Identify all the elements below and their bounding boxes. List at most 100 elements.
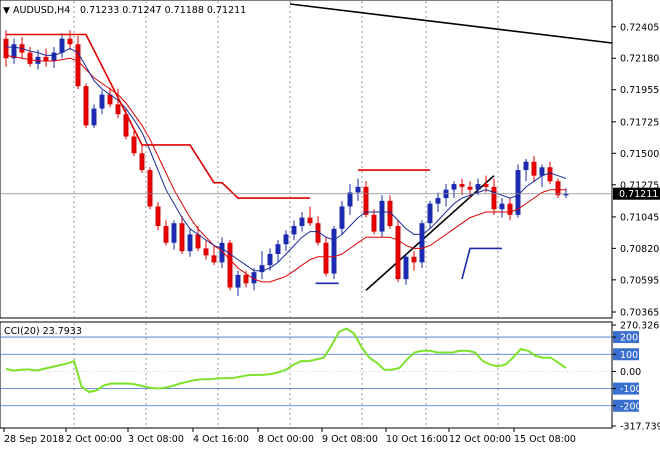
time-tick-label: 4 Oct 16:00 (193, 434, 249, 445)
candle-body (347, 192, 353, 207)
cci-tick-label: -317.7397 (620, 422, 660, 433)
candle-body (3, 38, 9, 59)
candle-body (99, 94, 105, 109)
candle-body (243, 274, 249, 284)
candle-body (179, 223, 185, 252)
cci-axis: 270.3262200 100 0.00 -100 -200 -317.7397 (612, 321, 660, 433)
moving-averages (5, 46, 567, 283)
candle-body (75, 44, 81, 87)
fast-ma-line (6, 46, 567, 272)
current-price-tag (613, 187, 660, 200)
candle-body (435, 198, 441, 204)
candle-body (427, 203, 433, 224)
candle-body (411, 256, 417, 263)
time-tick-label: 9 Oct 08:00 (322, 434, 378, 445)
candle-body (227, 242, 233, 288)
time-tick-label: 28 Sep 2018 (4, 434, 64, 445)
price-tick-label: 0.71725 (620, 117, 659, 128)
candle-body (283, 234, 289, 245)
candle-body (355, 186, 361, 193)
time-tick-label: 8 Oct 00:00 (258, 434, 314, 445)
candle-body (219, 242, 225, 263)
time-axis: 28 Sep 2018 2 Oct 00:00 3 Oct 08:00 4 Oct 1… (3, 428, 576, 445)
candle-body (563, 193, 569, 196)
candle-body (451, 184, 457, 190)
trend-line (289, 3, 613, 44)
ohlc-label: 0.71233 0.71247 0.71188 0.71211 (80, 5, 246, 16)
candle-body (203, 248, 209, 256)
candle-body (395, 226, 401, 280)
candle-body (299, 217, 305, 227)
price-tick-label: 0.70595 (620, 275, 659, 286)
candle-body (139, 153, 145, 171)
candle-body (51, 52, 57, 62)
candle-body (91, 108, 97, 126)
trailing-stop (6, 33, 502, 285)
candle-body (235, 274, 241, 288)
price-tick-label: 0.72180 (620, 54, 659, 65)
candle-body (379, 200, 385, 232)
cci-tick-label: 0.00 (620, 367, 641, 378)
time-tick-label: 12 Oct 00:00 (449, 434, 511, 445)
candle-body (387, 200, 393, 227)
cci-level-tag (613, 399, 639, 412)
support-line (461, 247, 502, 280)
time-tick-label: 3 Oct 08:00 (128, 434, 184, 445)
time-tick-label: 2 Oct 00:00 (66, 434, 122, 445)
candle-body (275, 244, 281, 254)
cci-title: CCI(20) 23.7933 (4, 326, 82, 337)
price-axis: 0.72405 0.72180 0.71955 0.71725 0.71500 0.712… (612, 22, 659, 319)
candle-body (555, 181, 561, 196)
candle-body (539, 167, 545, 176)
current-price-label: 0.71211 (619, 189, 658, 200)
candle-body (147, 170, 153, 207)
time-tick-label: 10 Oct 16:00 (386, 434, 448, 445)
candle-body (403, 256, 409, 280)
cci-tick-label: -200 (620, 401, 642, 412)
cci-tick-label: -100 (620, 384, 642, 395)
trailing-stop-line (6, 33, 310, 199)
price-tick-label: 0.70365 (620, 308, 659, 319)
cci-level-lines (0, 336, 612, 407)
candle-body (531, 161, 537, 176)
candle-body (515, 170, 521, 215)
candle-body (211, 255, 217, 263)
candle-body (195, 234, 201, 249)
candle-body (155, 206, 161, 227)
candle-body (163, 226, 169, 243)
candle-body (499, 203, 505, 210)
cci-tick-label: 200 (620, 333, 638, 344)
candle-body (107, 94, 113, 105)
candle-body (171, 223, 177, 243)
candle-body (339, 206, 345, 229)
candle-body (523, 161, 529, 171)
candle-body (419, 223, 425, 263)
candle-body (43, 56, 49, 62)
candle-body (331, 228, 337, 274)
cci-level-tag (613, 331, 639, 344)
cci-line (5, 327, 567, 394)
price-tick-label: 0.71275 (620, 180, 659, 191)
candles (3, 30, 569, 296)
cci-panel (0, 321, 613, 429)
candle-body (83, 86, 89, 126)
candle-body (59, 38, 65, 53)
candle-body (11, 44, 17, 59)
cci-level-tag (613, 382, 639, 395)
candle-body (315, 223, 321, 243)
price-tick-label: 0.72405 (620, 22, 659, 33)
candle-body (483, 184, 489, 187)
candle-body (67, 38, 73, 45)
price-tick-label: 0.71500 (620, 149, 659, 160)
candle-body (267, 253, 273, 266)
symbol-icon: ▼ (3, 6, 10, 16)
candle-body (123, 114, 129, 137)
vertical-gridlines (73, 1, 499, 427)
candle-body (547, 167, 553, 182)
symbol-label: AUDUSD,H4 (13, 5, 70, 16)
candle-body (251, 272, 257, 284)
candle-body (363, 186, 369, 215)
candle-body (307, 217, 313, 224)
candle-body (291, 226, 297, 235)
